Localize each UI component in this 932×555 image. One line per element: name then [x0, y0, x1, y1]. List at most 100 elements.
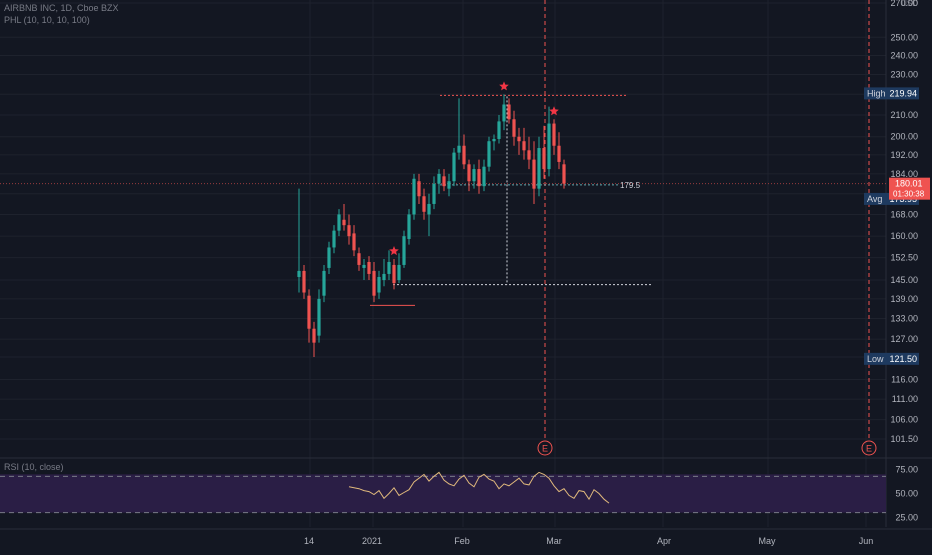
price-tick-label: 192.00 [890, 150, 918, 160]
price-tick-label: 101.50 [890, 434, 918, 444]
earnings-marker-label: E [866, 444, 872, 454]
candle [477, 159, 481, 194]
star-markers [389, 81, 559, 256]
candle [547, 106, 551, 177]
time-tick-label: 2021 [362, 536, 382, 546]
low-tag-bg [864, 352, 919, 365]
rsi-line [348, 471, 610, 504]
high-tag: High 219.94 [864, 87, 919, 100]
candle [542, 125, 546, 179]
price-axis: USD270.00250.00240.00230.00220.00210.002… [864, 0, 930, 522]
candle-body [387, 261, 391, 274]
grid-lines [0, 0, 932, 527]
rsi-tick-label: 75.00 [895, 465, 918, 475]
candle [412, 173, 416, 220]
rsi-title: RSI (10, close) [4, 462, 64, 472]
candle-body [317, 298, 321, 336]
candle [502, 94, 506, 131]
candle-body [442, 176, 446, 187]
price-tick-label: 160.00 [890, 231, 918, 241]
candle-body [502, 104, 506, 122]
candle-body [527, 150, 531, 160]
candle [447, 173, 451, 197]
candle [297, 188, 301, 293]
candle-body [322, 270, 326, 296]
candle [437, 169, 441, 194]
candle [552, 119, 556, 155]
price-tick-label: 210.00 [890, 110, 918, 120]
candle-body [512, 119, 516, 137]
time-tick-label: Apr [657, 536, 671, 546]
price-tick-label: 127.00 [890, 334, 918, 344]
time-axis: 14 2021 Feb Mar Apr May Jun [0, 528, 932, 546]
star-marker [499, 81, 509, 91]
candle [317, 289, 321, 343]
candle-body [352, 233, 356, 251]
candle [392, 259, 396, 290]
candle [537, 136, 541, 197]
candle-body [332, 230, 336, 248]
candle [562, 159, 566, 189]
currency-label: USD [901, 0, 918, 8]
price-tick-label: 250.00 [890, 32, 918, 42]
candle [302, 264, 306, 299]
candle [337, 209, 341, 237]
candle-body [452, 152, 456, 182]
candle-body [302, 270, 306, 293]
price-tick-label: 168.00 [890, 209, 918, 219]
candle-body [552, 123, 556, 146]
candle-body [507, 104, 511, 120]
indicator-legend[interactable]: PHL (10, 10, 10, 100) [4, 15, 90, 25]
price-tick-label: 184.00 [890, 169, 918, 179]
candle [427, 193, 431, 237]
earnings-marker-label: E [542, 444, 548, 454]
candle-body [297, 270, 301, 277]
candle [507, 98, 511, 124]
level-label: 179.5 [620, 181, 641, 190]
candle-body [362, 264, 366, 268]
price-tick-label: 106.00 [890, 415, 918, 425]
high-tag-label: High [867, 88, 886, 98]
candle-body [327, 247, 331, 268]
candle-body [482, 166, 486, 187]
star-marker [389, 246, 399, 256]
candle-body [377, 276, 381, 293]
candle-body [532, 159, 536, 189]
candle-body [427, 203, 431, 215]
rsi-tick-label: 50.00 [895, 489, 918, 499]
candle [387, 250, 391, 281]
high-tag-value: 219.94 [889, 88, 917, 98]
price-tick-label: 240.00 [890, 50, 918, 60]
candle-body [467, 164, 471, 182]
candle [472, 164, 476, 189]
candle-body [372, 270, 376, 296]
candle [402, 230, 406, 268]
candle-body [357, 253, 361, 265]
candle [467, 159, 471, 192]
candle [397, 253, 401, 284]
candle-body [367, 261, 371, 274]
candle-body [397, 264, 401, 281]
last-price-value: 180.01 [895, 179, 923, 189]
earnings-marker-circle [537, 440, 553, 456]
symbol-legend[interactable]: AIRBNB INC, 1D, Cboe BZX [4, 3, 119, 13]
low-tag-value: 121.50 [889, 354, 917, 364]
candle [312, 321, 316, 358]
candle [557, 132, 561, 170]
candle-body [402, 236, 406, 265]
candle [492, 134, 496, 151]
candle-body [407, 214, 411, 239]
candle [452, 148, 456, 187]
candle [442, 169, 446, 192]
candle [327, 241, 331, 274]
candle-body [487, 141, 491, 167]
candle-body [422, 196, 426, 212]
candle-body [462, 145, 466, 165]
candles-layer [297, 94, 566, 358]
avg-tag-label: Avg [867, 194, 882, 204]
candle-body [412, 178, 416, 215]
candle-body [537, 148, 541, 189]
